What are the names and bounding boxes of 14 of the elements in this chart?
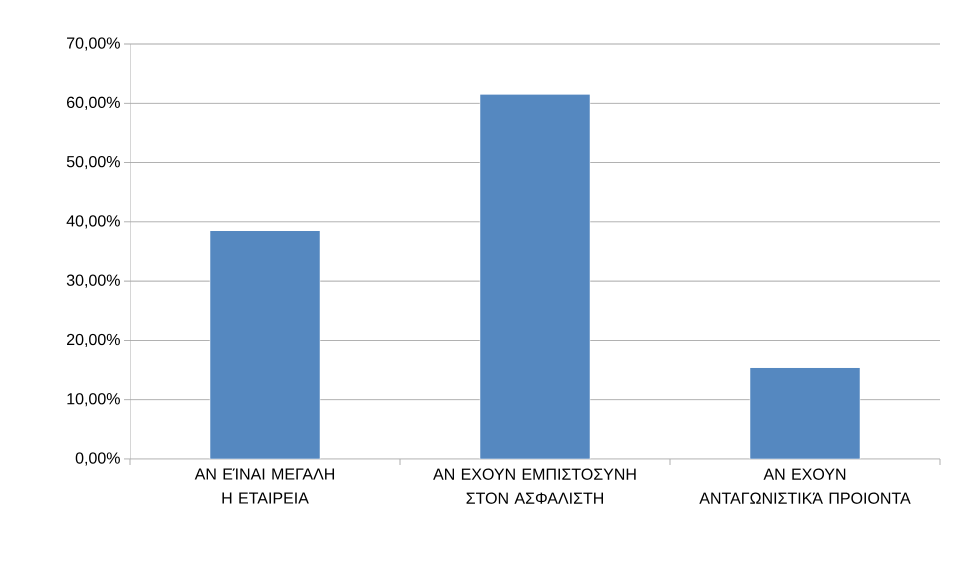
bar [480, 94, 590, 459]
y-tick-label: 70,00% [67, 37, 120, 51]
bar [750, 367, 860, 459]
x-tick-label: ΑΝ ΕΊΝΑΙ ΜΕΓΑΛΗ Η ΕΤΑΙΡΕΙΑ [194, 468, 334, 504]
x-tick-label: ΑΝ ΕΧΟΥΝ ΕΜΠΙΣΤΟΣΥΝΗ ΣΤΟΝ ΑΣΦΑΛΙΣΤΗ [433, 468, 636, 504]
x-tick-label: ΑΝ ΕΧΟΥΝ ΑΝΤΑΓΩΝΙΣΤΙΚΆ ΠΡΟΙΟΝΤΑ [699, 468, 911, 504]
y-tick-label: 30,00% [66, 274, 120, 288]
y-tick-label: 0,00% [76, 452, 120, 466]
bar [210, 230, 320, 459]
y-tick-label: 50,00% [66, 156, 120, 170]
y-tick-label: 20,00% [67, 334, 120, 348]
y-tick-label: 10,00% [67, 393, 120, 406]
y-tick-label: 40,00% [66, 215, 120, 228]
y-tick-label: 60,00% [67, 96, 120, 110]
